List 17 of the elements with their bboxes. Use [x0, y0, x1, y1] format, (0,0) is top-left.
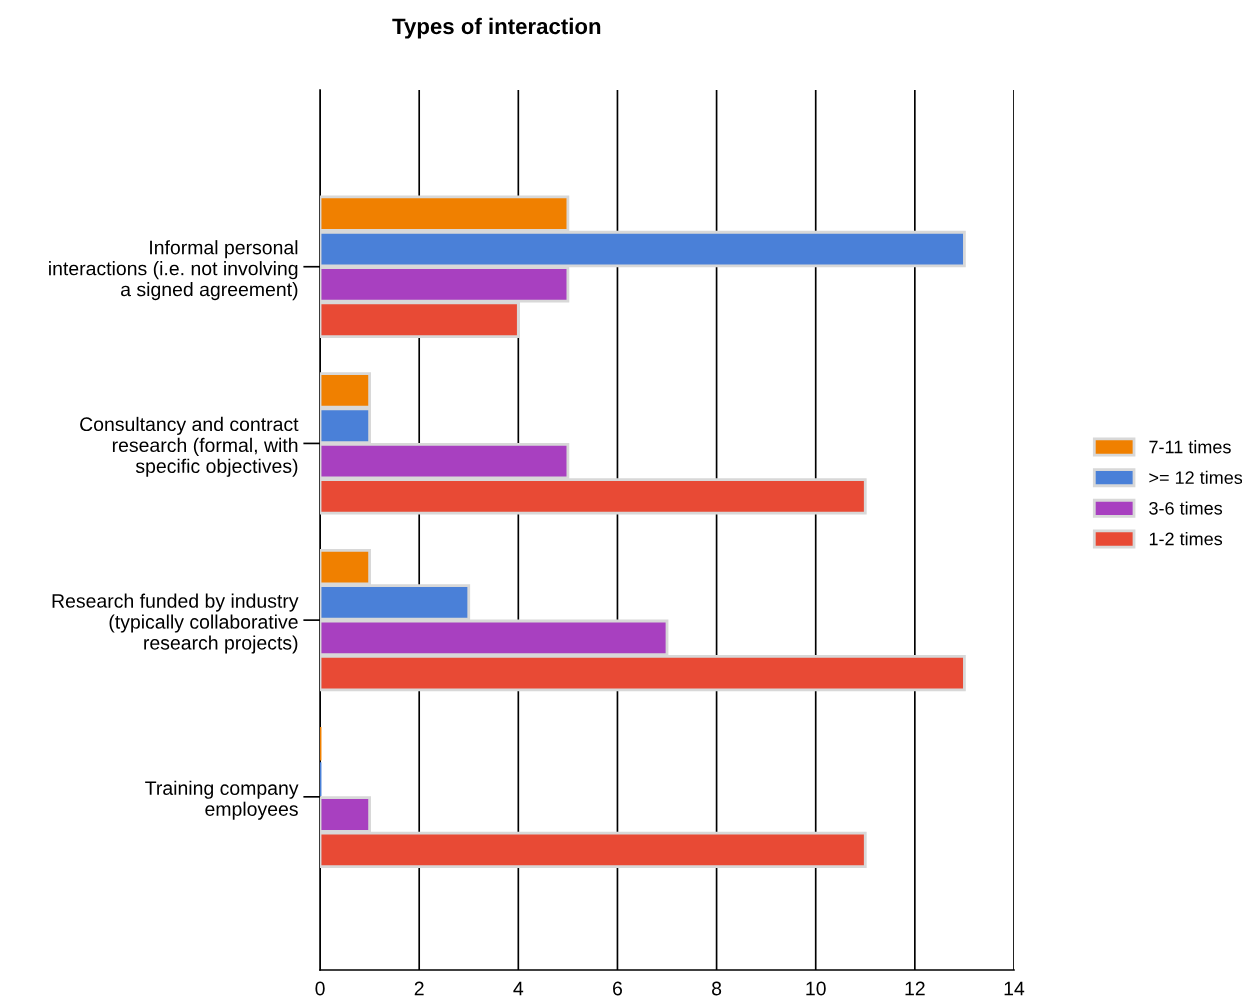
- x-tick-label: 14: [1004, 981, 1025, 996]
- x-tick-label: 4: [513, 981, 524, 996]
- y-tick-label: Consultancy and contract research (formal, with specific objectives): [80, 416, 299, 477]
- y-tick-label: Training company employees: [145, 780, 299, 820]
- legend-label: 1-2 times: [1149, 532, 1223, 546]
- y-tick-label: Research funded by industry (typically collaborative research projects): [52, 593, 299, 654]
- legend-label: 7-11 times: [1149, 440, 1231, 454]
- chart-title: Types of interaction: [392, 17, 601, 39]
- x-tick-label: 10: [806, 981, 826, 996]
- x-tick-label: 6: [613, 981, 622, 996]
- x-tick-label: 2: [414, 981, 424, 996]
- legend-label: 3-6 times: [1149, 501, 1223, 515]
- legend-label: >= 12 times: [1149, 470, 1242, 485]
- x-tick-label: 12: [905, 981, 925, 996]
- x-tick-label: 8: [712, 981, 722, 996]
- x-tick-label: 0: [315, 981, 325, 996]
- y-tick-label: Informal personal interactions (i.e. not involving a signed agreement): [49, 240, 298, 301]
